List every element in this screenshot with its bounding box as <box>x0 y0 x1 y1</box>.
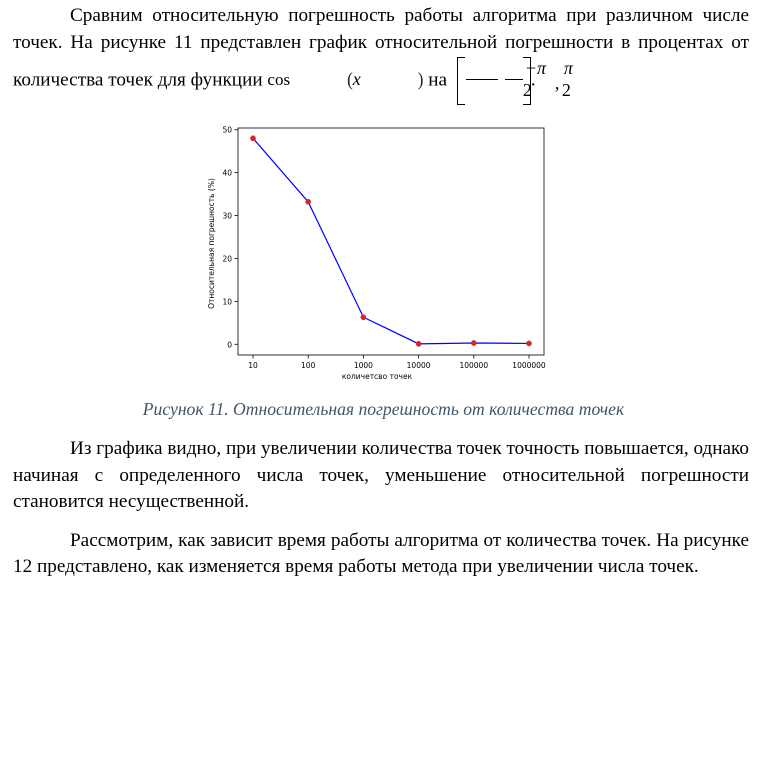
paragraph-1-end: . <box>530 69 536 91</box>
series-line <box>252 137 530 345</box>
data-point <box>250 135 256 142</box>
error-chart: 0 10 20 30 40 50 10 100 1000 10000 100000 1000000 ко… <box>207 126 546 381</box>
data-point <box>470 340 477 346</box>
left-fraction: −π 2 <box>465 58 546 101</box>
data-point <box>415 340 422 347</box>
plot-frame <box>237 127 545 356</box>
variable-x: x <box>352 69 361 90</box>
y-tick-label: 30 <box>222 212 232 221</box>
left-bracket <box>456 57 465 105</box>
x-tick-label: 1000000 <box>512 361 546 370</box>
cos-function: cos <box>267 70 291 90</box>
paragraph-1-text-a: Сравним относительную погрешность работы… <box>13 5 749 91</box>
figure-11: 0 10 20 30 40 50 10 100 1000 10000 100000 1000000 ко… <box>195 118 565 388</box>
y-axis-label: Относительная погрешность (%) <box>207 178 216 309</box>
y-tick-label: 40 <box>222 169 232 178</box>
y-tick-label: 0 <box>227 340 232 349</box>
x-axis-label: количетсво точек <box>342 372 413 381</box>
data-point <box>360 314 367 321</box>
paragraph-1: Сравним относительную погрешность работы… <box>13 3 749 106</box>
paragraph-3: Рассмотрим, как зависит время работы алг… <box>13 529 749 578</box>
y-tick-label: 20 <box>222 254 232 263</box>
interval-formula: −π 2, π 2 <box>456 56 573 106</box>
paragraph-2: Из графика видно, при увеличении количес… <box>13 438 749 512</box>
x-tick-label: 10 <box>248 361 258 370</box>
x-tick-label: 100000 <box>459 361 488 370</box>
paragraph-1-text-b: на <box>423 69 452 91</box>
y-tick-label: 10 <box>222 297 232 306</box>
data-point <box>526 340 532 347</box>
x-tick-label: 10000 <box>407 361 431 370</box>
figure-caption: Рисунок 11. Относительная погрешность от… <box>142 399 625 419</box>
cos-x-formula: cos (x) <box>267 69 424 91</box>
body-text: Сравним относительную погрешность работы… <box>13 3 749 106</box>
x-tick-label: 1000 <box>354 361 373 370</box>
body-text-continued: Из графика видно, при увеличении количес… <box>13 436 749 581</box>
y-tick-label: 50 <box>222 126 232 135</box>
right-bracket <box>522 57 531 105</box>
data-point <box>305 198 312 205</box>
x-tick-label: 100 <box>301 361 316 370</box>
